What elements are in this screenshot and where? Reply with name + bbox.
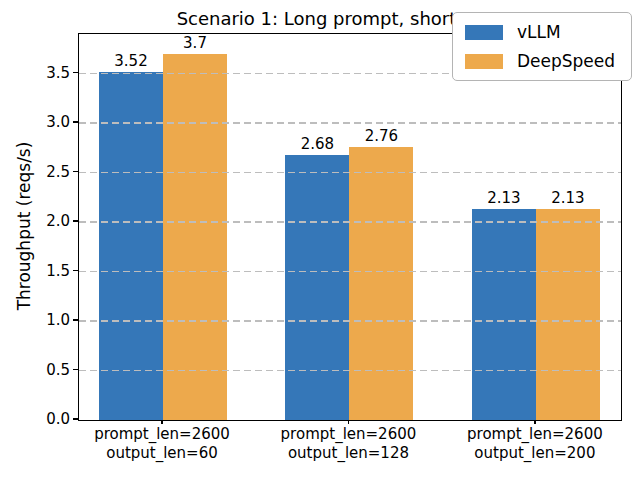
y-tick-mark <box>73 418 78 420</box>
bar-vllm-group2 <box>285 155 349 420</box>
bar-value-label: 2.13 <box>487 189 520 207</box>
bar-value-label: 2.68 <box>301 135 334 153</box>
legend-swatch-icon <box>465 54 503 69</box>
bar-value-label: 3.52 <box>114 52 147 70</box>
y-tick-mark <box>73 270 78 272</box>
bar-value-label: 2.13 <box>551 189 584 207</box>
y-tick-label: 3.5 <box>30 64 70 82</box>
x-tick-label-line: prompt_len=2600 <box>435 425 635 444</box>
y-tick-mark <box>73 72 78 74</box>
bar-deepspeed-group2 <box>349 147 413 420</box>
y-tick-label: 0.5 <box>30 361 70 379</box>
legend-label: vLLM <box>517 22 561 42</box>
legend-entry-deepspeed: DeepSpeed <box>465 51 615 71</box>
y-tick-mark <box>73 319 78 321</box>
x-tick-label-line: prompt_len=2600 <box>62 425 262 444</box>
x-tick-label-line: output_len=200 <box>435 444 635 463</box>
figure: Scenario 1: Long prompt, short output Th… <box>0 0 640 480</box>
legend-label: DeepSpeed <box>517 51 615 71</box>
y-tick-mark <box>73 171 78 173</box>
bar-deepspeed-group3 <box>536 209 600 420</box>
bar-vllm-group1 <box>99 72 163 420</box>
bar-vllm-group3 <box>472 209 536 420</box>
y-tick-label: 2.5 <box>30 163 70 181</box>
y-tick-label: 3.0 <box>30 113 70 131</box>
bar-value-label: 3.7 <box>183 34 207 52</box>
y-tick-mark <box>73 369 78 371</box>
bar-value-label: 2.76 <box>365 127 398 145</box>
legend: vLLM DeepSpeed <box>452 12 632 81</box>
y-tick-label: 1.0 <box>30 311 70 329</box>
legend-entry-vllm: vLLM <box>465 22 615 42</box>
y-tick-mark <box>73 220 78 222</box>
bar-deepspeed-group1 <box>163 54 227 420</box>
y-tick-label: 2.0 <box>30 212 70 230</box>
x-tick-label: prompt_len=2600output_len=200 <box>435 425 635 463</box>
plot-area: 3.52 2.68 2.13 3.7 2.76 2.13 <box>78 33 622 421</box>
x-tick-label-line: prompt_len=2600 <box>248 425 448 444</box>
y-tick-mark <box>73 121 78 123</box>
x-tick-label-line: output_len=60 <box>62 444 262 463</box>
legend-swatch-icon <box>465 25 503 40</box>
x-tick-label-line: output_len=128 <box>248 444 448 463</box>
x-tick-label: prompt_len=2600output_len=128 <box>248 425 448 463</box>
x-tick-label: prompt_len=2600output_len=60 <box>62 425 262 463</box>
y-tick-label: 1.5 <box>30 262 70 280</box>
